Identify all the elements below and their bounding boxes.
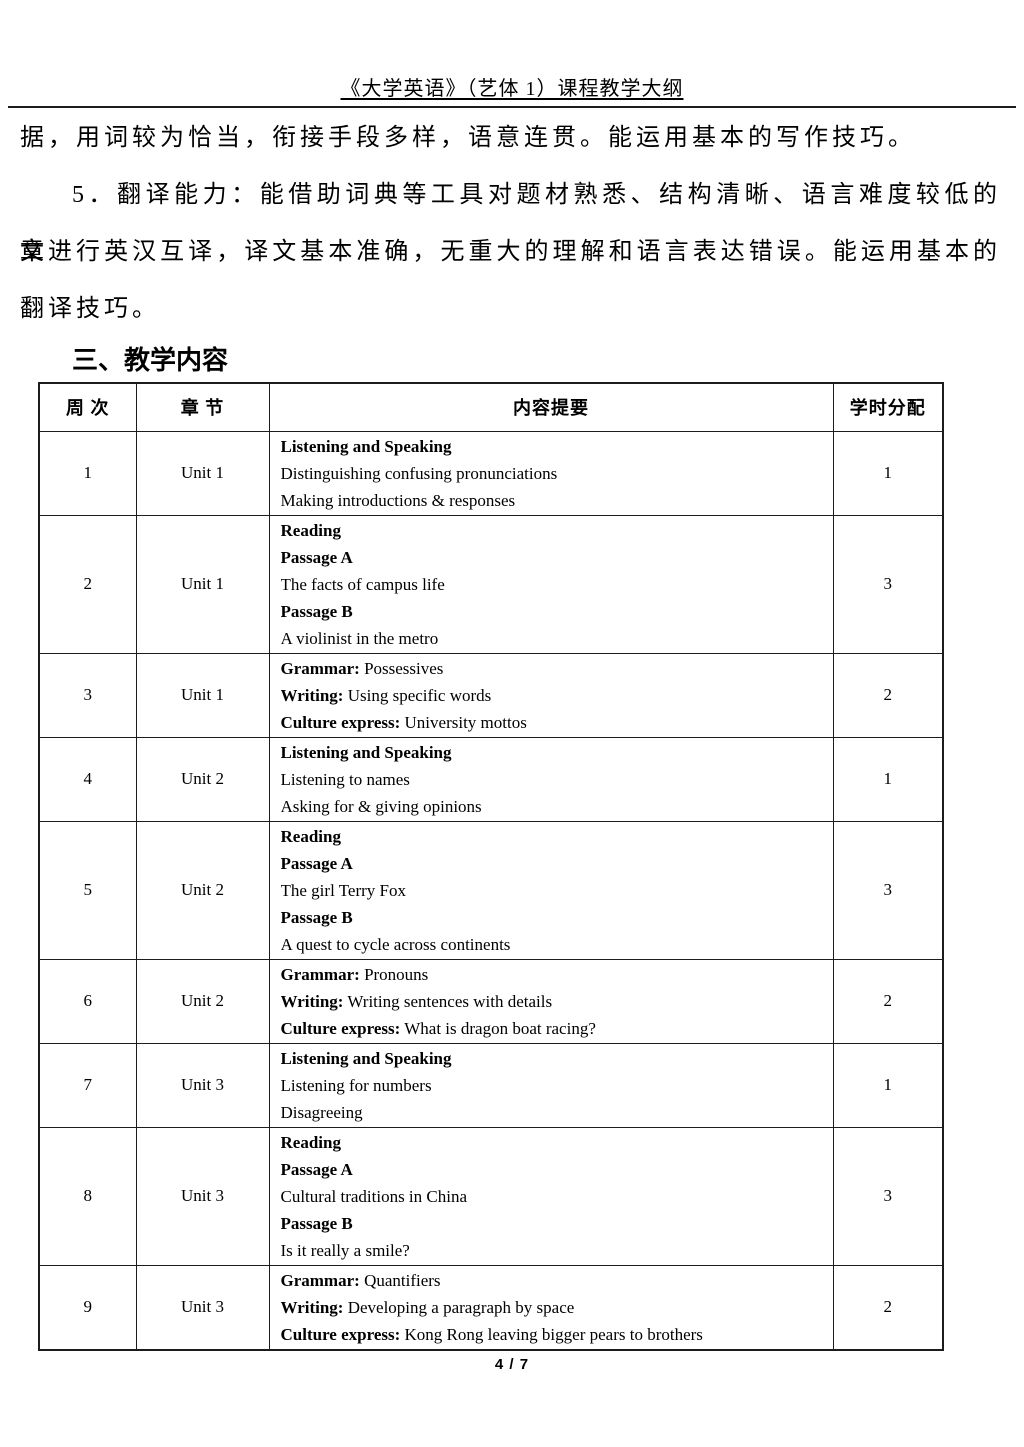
hours-cell: 1 — [832, 430, 944, 516]
table-row: 4 Unit 2 Listening and Speaking Listening t… — [38, 736, 944, 822]
content-line: Asking for & giving opinions — [280, 796, 482, 816]
content-line: Passage B — [280, 907, 353, 927]
content-line: Passage A — [280, 1159, 353, 1179]
body-text: 据，用词较为恰当，衔接手段多样，语意连贯。能运用基本的写作技巧。 5．翻译能力：… — [20, 110, 1001, 338]
content-line: Passage A — [280, 547, 353, 567]
content-line: Passage B — [280, 1213, 353, 1233]
page-number: 4 / 7 — [494, 1355, 530, 1373]
unit-cell: Unit 1 — [135, 430, 270, 516]
content-cell: Listening and Speaking Listening to names… — [268, 736, 834, 822]
hours-cell: 2 — [832, 1264, 944, 1350]
body-paragraph-line: 5．翻译能力：能借助词典等工具对题材熟悉、结构清晰、语言难度较低的文 — [20, 182, 1001, 265]
week-cell: 4 — [38, 736, 137, 822]
document-title: 《大学英语》（艺体 1）课程教学大纲 — [340, 78, 684, 100]
unit-cell: Unit 3 — [135, 1264, 270, 1350]
content-line: Cultural traditions in China — [280, 1186, 468, 1206]
week-cell: 5 — [38, 820, 137, 960]
table-header-hours: 学时分配 — [832, 382, 944, 432]
week-cell: 8 — [38, 1126, 137, 1266]
content-line: Passage A — [280, 853, 353, 873]
hours-cell: 3 — [832, 1126, 944, 1266]
content-line: Is it really a smile? — [280, 1240, 410, 1260]
section-heading: 三、教学内容 — [72, 346, 229, 375]
content-cell: Listening and Speaking Distinguishing con… — [268, 430, 834, 516]
table-row: 7 Unit 3 Listening and Speaking Listening f… — [38, 1042, 944, 1128]
table-body: 1 Unit 1 Listening and Speaking Distinguish… — [38, 430, 944, 1350]
unit-cell: Unit 2 — [135, 958, 270, 1044]
content-cell: Grammar: Possessives Writing: Using speci… — [268, 652, 834, 738]
content-cell: Reading Passage A Cultural traditions in C… — [268, 1126, 834, 1266]
content-cell: Reading Passage A The girl Terry Fox Passag… — [268, 820, 834, 960]
content-line: A quest to cycle across continents — [280, 934, 511, 954]
hours-cell: 2 — [832, 958, 944, 1044]
content-line: Grammar: Pronouns — [280, 964, 429, 984]
content-line: Reading — [280, 520, 341, 540]
content-line: Grammar: Quantifiers — [280, 1270, 441, 1290]
hours-cell: 1 — [832, 736, 944, 822]
week-cell: 1 — [38, 430, 137, 516]
content-cell: Grammar: Quantifiers Writing: Developing … — [268, 1264, 834, 1350]
content-line: Listening and Speaking — [280, 436, 452, 456]
content-cell: Grammar: Pronouns Writing: Writing senten… — [268, 958, 834, 1044]
content-line: Listening and Speaking — [280, 742, 452, 762]
unit-cell: Unit 1 — [135, 514, 270, 654]
content-line: Writing: Writing sentences with details — [280, 991, 553, 1011]
table-header-row: 周 次 章 节 内容提要 学时分配 — [38, 382, 944, 432]
content-line: The girl Terry Fox — [280, 880, 407, 900]
hours-cell: 3 — [832, 514, 944, 654]
content-line: Culture express: Kong Rong leaving bigge… — [280, 1324, 703, 1344]
content-line: Making introductions & responses — [280, 490, 516, 510]
header-rule — [8, 106, 1016, 108]
table-header-content: 内容提要 — [268, 382, 834, 432]
content-line: Reading — [280, 1132, 341, 1152]
table-row: 3 Unit 1 Grammar: Possessives Writing: Usin… — [38, 652, 944, 738]
content-line: Disagreeing — [280, 1102, 363, 1122]
content-line: Passage B — [280, 601, 353, 621]
unit-cell: Unit 2 — [135, 736, 270, 822]
unit-cell: Unit 2 — [135, 820, 270, 960]
table-row: 6 Unit 2 Grammar: Pronouns Writing: Writing… — [38, 958, 944, 1044]
hours-cell: 3 — [832, 820, 944, 960]
table-header-week: 周 次 — [38, 382, 137, 432]
content-line: Reading — [280, 826, 341, 846]
unit-cell: Unit 1 — [135, 652, 270, 738]
table-row: 2 Unit 1 Reading Passage A The facts of camp… — [38, 514, 944, 654]
hours-cell: 1 — [832, 1042, 944, 1128]
content-line: The facts of campus life — [280, 574, 445, 594]
body-paragraph-line: 章进行英汉互译，译文基本准确，无重大的理解和语言表达错误。能运用基本的 — [20, 239, 1001, 265]
content-line: Culture express: University mottos — [280, 712, 527, 732]
table-row: 5 Unit 2 Reading Passage A The girl Terry Fo… — [38, 820, 944, 960]
unit-cell: Unit 3 — [135, 1042, 270, 1128]
page-header: 《大学英语》（艺体 1）课程教学大纲 — [0, 0, 1024, 101]
content-line: A violinist in the metro — [280, 628, 439, 648]
content-cell: Listening and Speaking Listening for numb… — [268, 1042, 834, 1128]
body-paragraph-line: 据，用词较为恰当，衔接手段多样，语意连贯。能运用基本的写作技巧。 — [20, 125, 916, 151]
content-line: Culture express: What is dragon boat rac… — [280, 1018, 596, 1038]
teaching-content-table: 周 次 章 节 内容提要 学时分配 1 Unit 1 Listening and S… — [38, 382, 944, 1351]
week-cell: 9 — [38, 1264, 137, 1350]
table-row: 1 Unit 1 Listening and Speaking Distinguish… — [38, 430, 944, 516]
content-line: Writing: Using specific words — [280, 685, 492, 705]
unit-cell: Unit 3 — [135, 1126, 270, 1266]
body-paragraph-line: 翻译技巧。 — [20, 296, 160, 322]
table-row: 8 Unit 3 Reading Passage A Cultural traditio… — [38, 1126, 944, 1266]
table-row: 9 Unit 3 Grammar: Quantifiers Writing: Deve… — [38, 1264, 944, 1350]
week-cell: 6 — [38, 958, 137, 1044]
content-line: Grammar: Possessives — [280, 658, 444, 678]
content-line: Listening for numbers — [280, 1075, 432, 1095]
content-line: Listening to names — [280, 769, 410, 789]
content-cell: Reading Passage A The facts of campus life… — [268, 514, 834, 654]
week-cell: 3 — [38, 652, 137, 738]
content-line: Distinguishing confusing pronunciations — [280, 463, 558, 483]
week-cell: 2 — [38, 514, 137, 654]
hours-cell: 2 — [832, 652, 944, 738]
content-line: Listening and Speaking — [280, 1048, 452, 1068]
week-cell: 7 — [38, 1042, 137, 1128]
content-line: Writing: Developing a paragraph by space — [280, 1297, 575, 1317]
table-header-unit: 章 节 — [135, 382, 270, 432]
